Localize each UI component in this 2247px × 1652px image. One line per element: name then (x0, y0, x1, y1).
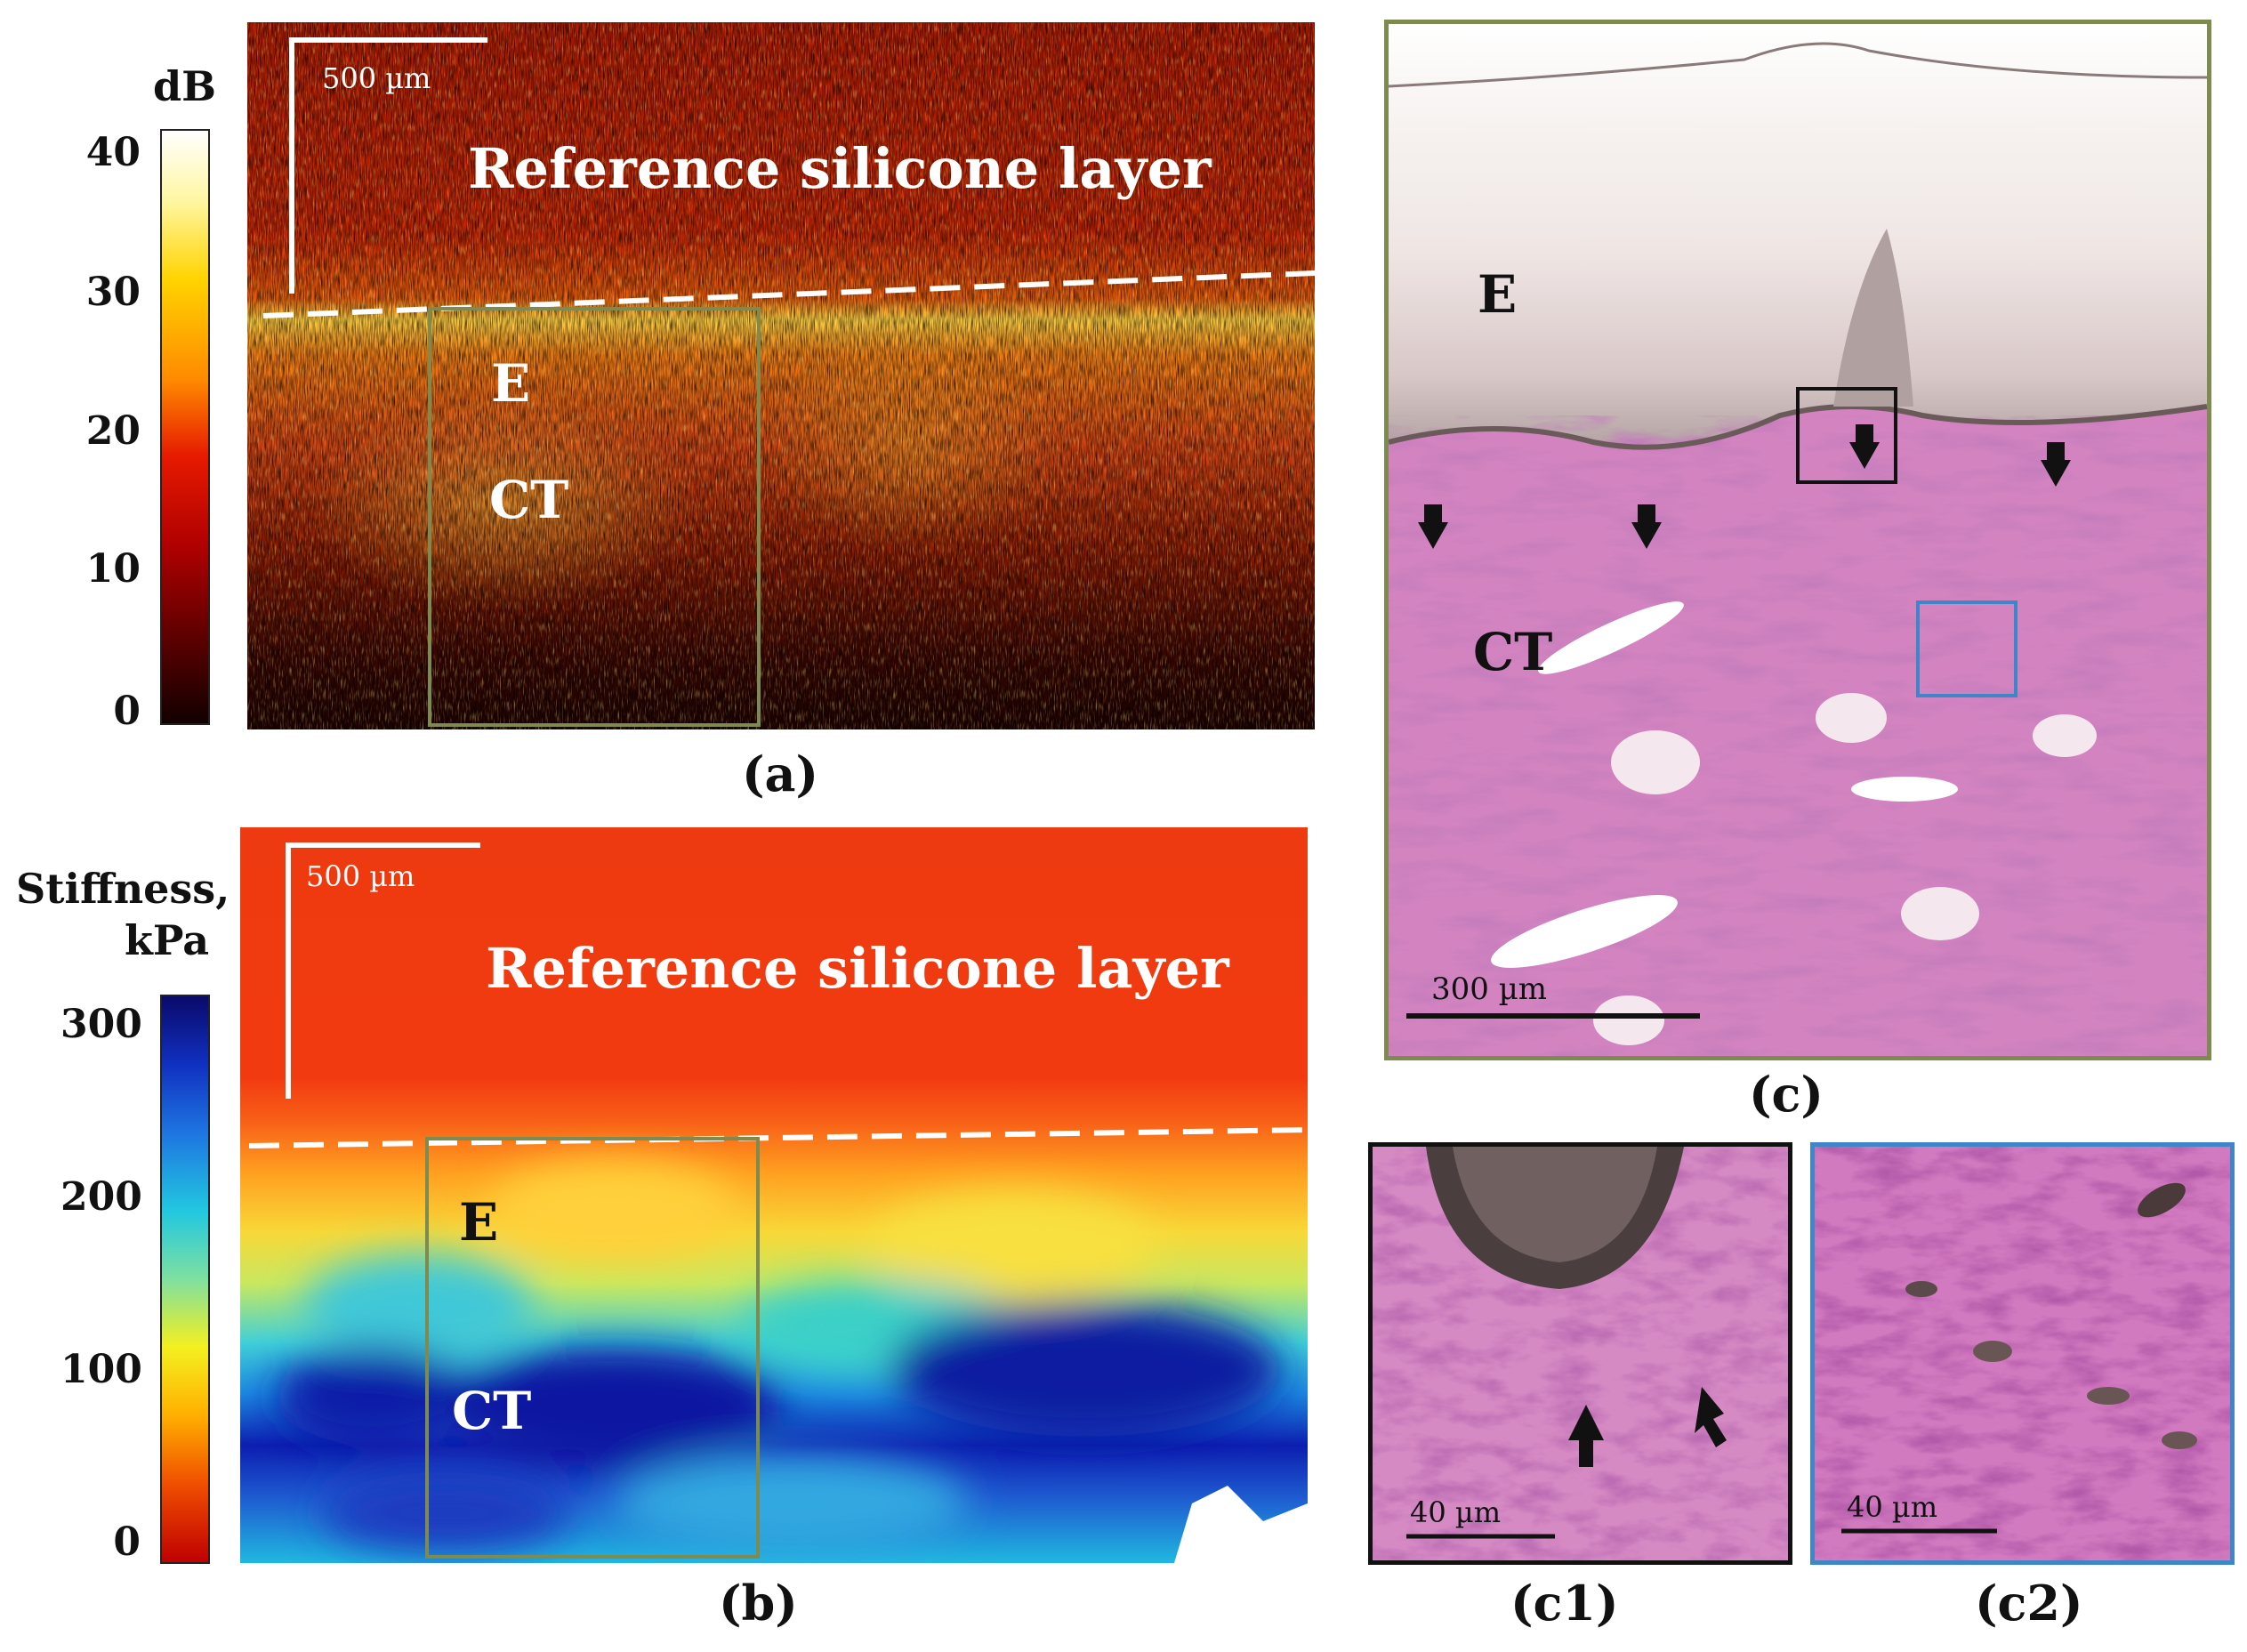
oct-image: 500 µm Reference silicone layer E CT (247, 22, 1315, 729)
scale-bar-c-label: 300 µm (1431, 971, 1548, 1007)
label-ct-b: CT (452, 1381, 532, 1441)
histology-zoom-c2-texture (1815, 1147, 2230, 1560)
histology-texture (1389, 42, 2207, 1056)
silicone-label-b: Reference silicone layer (486, 936, 1229, 1001)
caption-c1: (c1) (1510, 1575, 1619, 1632)
roi-box-b (425, 1137, 760, 1559)
colorbar-a-tick-30: 30 (85, 270, 141, 315)
label-e-a: E (491, 353, 531, 414)
silicone-label-a: Reference silicone layer (468, 136, 1212, 201)
caption-c2: (c2) (1975, 1575, 2083, 1632)
colorbar-a-tick-40: 40 (85, 130, 141, 175)
stiffness-blobs (248, 842, 1308, 1563)
colorbar-b-unit-line2: kPa (125, 916, 210, 964)
colorbar-b-tick-100: 100 (60, 1347, 142, 1392)
caption-a: (a) (742, 745, 819, 802)
roi-box-a (428, 307, 761, 727)
label-ct-c: CT (1473, 622, 1553, 682)
histology-zoom-c2: 40 µm (1810, 1142, 2235, 1565)
caption-c: (c) (1749, 1066, 1824, 1123)
scale-bar-b-label: 500 µm (306, 859, 415, 893)
oct-speckle-texture (247, 22, 1315, 729)
histology-image: E CT 300 µm (1384, 20, 2211, 1060)
scale-bar-c1-label: 40 µm (1410, 1495, 1502, 1529)
scale-bar-a (289, 37, 487, 294)
label-e-c: E (1478, 264, 1518, 325)
colorbar-a-tick-20: 20 (85, 408, 141, 454)
scale-bar-c2-label: 40 µm (1847, 1490, 1938, 1524)
scale-bar-b (286, 842, 480, 1099)
histology-zoom-c1: 40 µm (1368, 1142, 1792, 1565)
boundary-dashed-line-b (248, 1127, 1308, 1148)
caption-b: (b) (719, 1575, 798, 1632)
label-e-b: E (459, 1192, 499, 1253)
arrow-markers-c (1418, 424, 2071, 549)
histology-zoom-c1-texture (1373, 1147, 1788, 1560)
colorbar-a-tick-10: 10 (85, 546, 141, 592)
colorbar-b-tick-300: 300 (60, 1002, 142, 1047)
colorbar-a-tick-0: 0 (113, 689, 141, 734)
stiffness-map: 500 µm Reference silicone layer E CT (240, 827, 1308, 1563)
colorbar-a-unit: dB (153, 62, 217, 110)
label-ct-a: CT (489, 470, 569, 530)
colorbar-b-tick-200: 200 (60, 1174, 142, 1220)
roi-box-blue (1916, 600, 2017, 697)
colorbar-b-unit-line1: Stiffness, (16, 865, 230, 913)
scale-bar-a-label: 500 µm (322, 61, 431, 95)
roi-box-black (1796, 387, 1897, 484)
colorbar-b-tick-0: 0 (113, 1519, 141, 1565)
arrow-markers-c1 (1568, 1387, 1727, 1467)
colorbar-a (160, 129, 210, 725)
colorbar-b (160, 995, 210, 1564)
